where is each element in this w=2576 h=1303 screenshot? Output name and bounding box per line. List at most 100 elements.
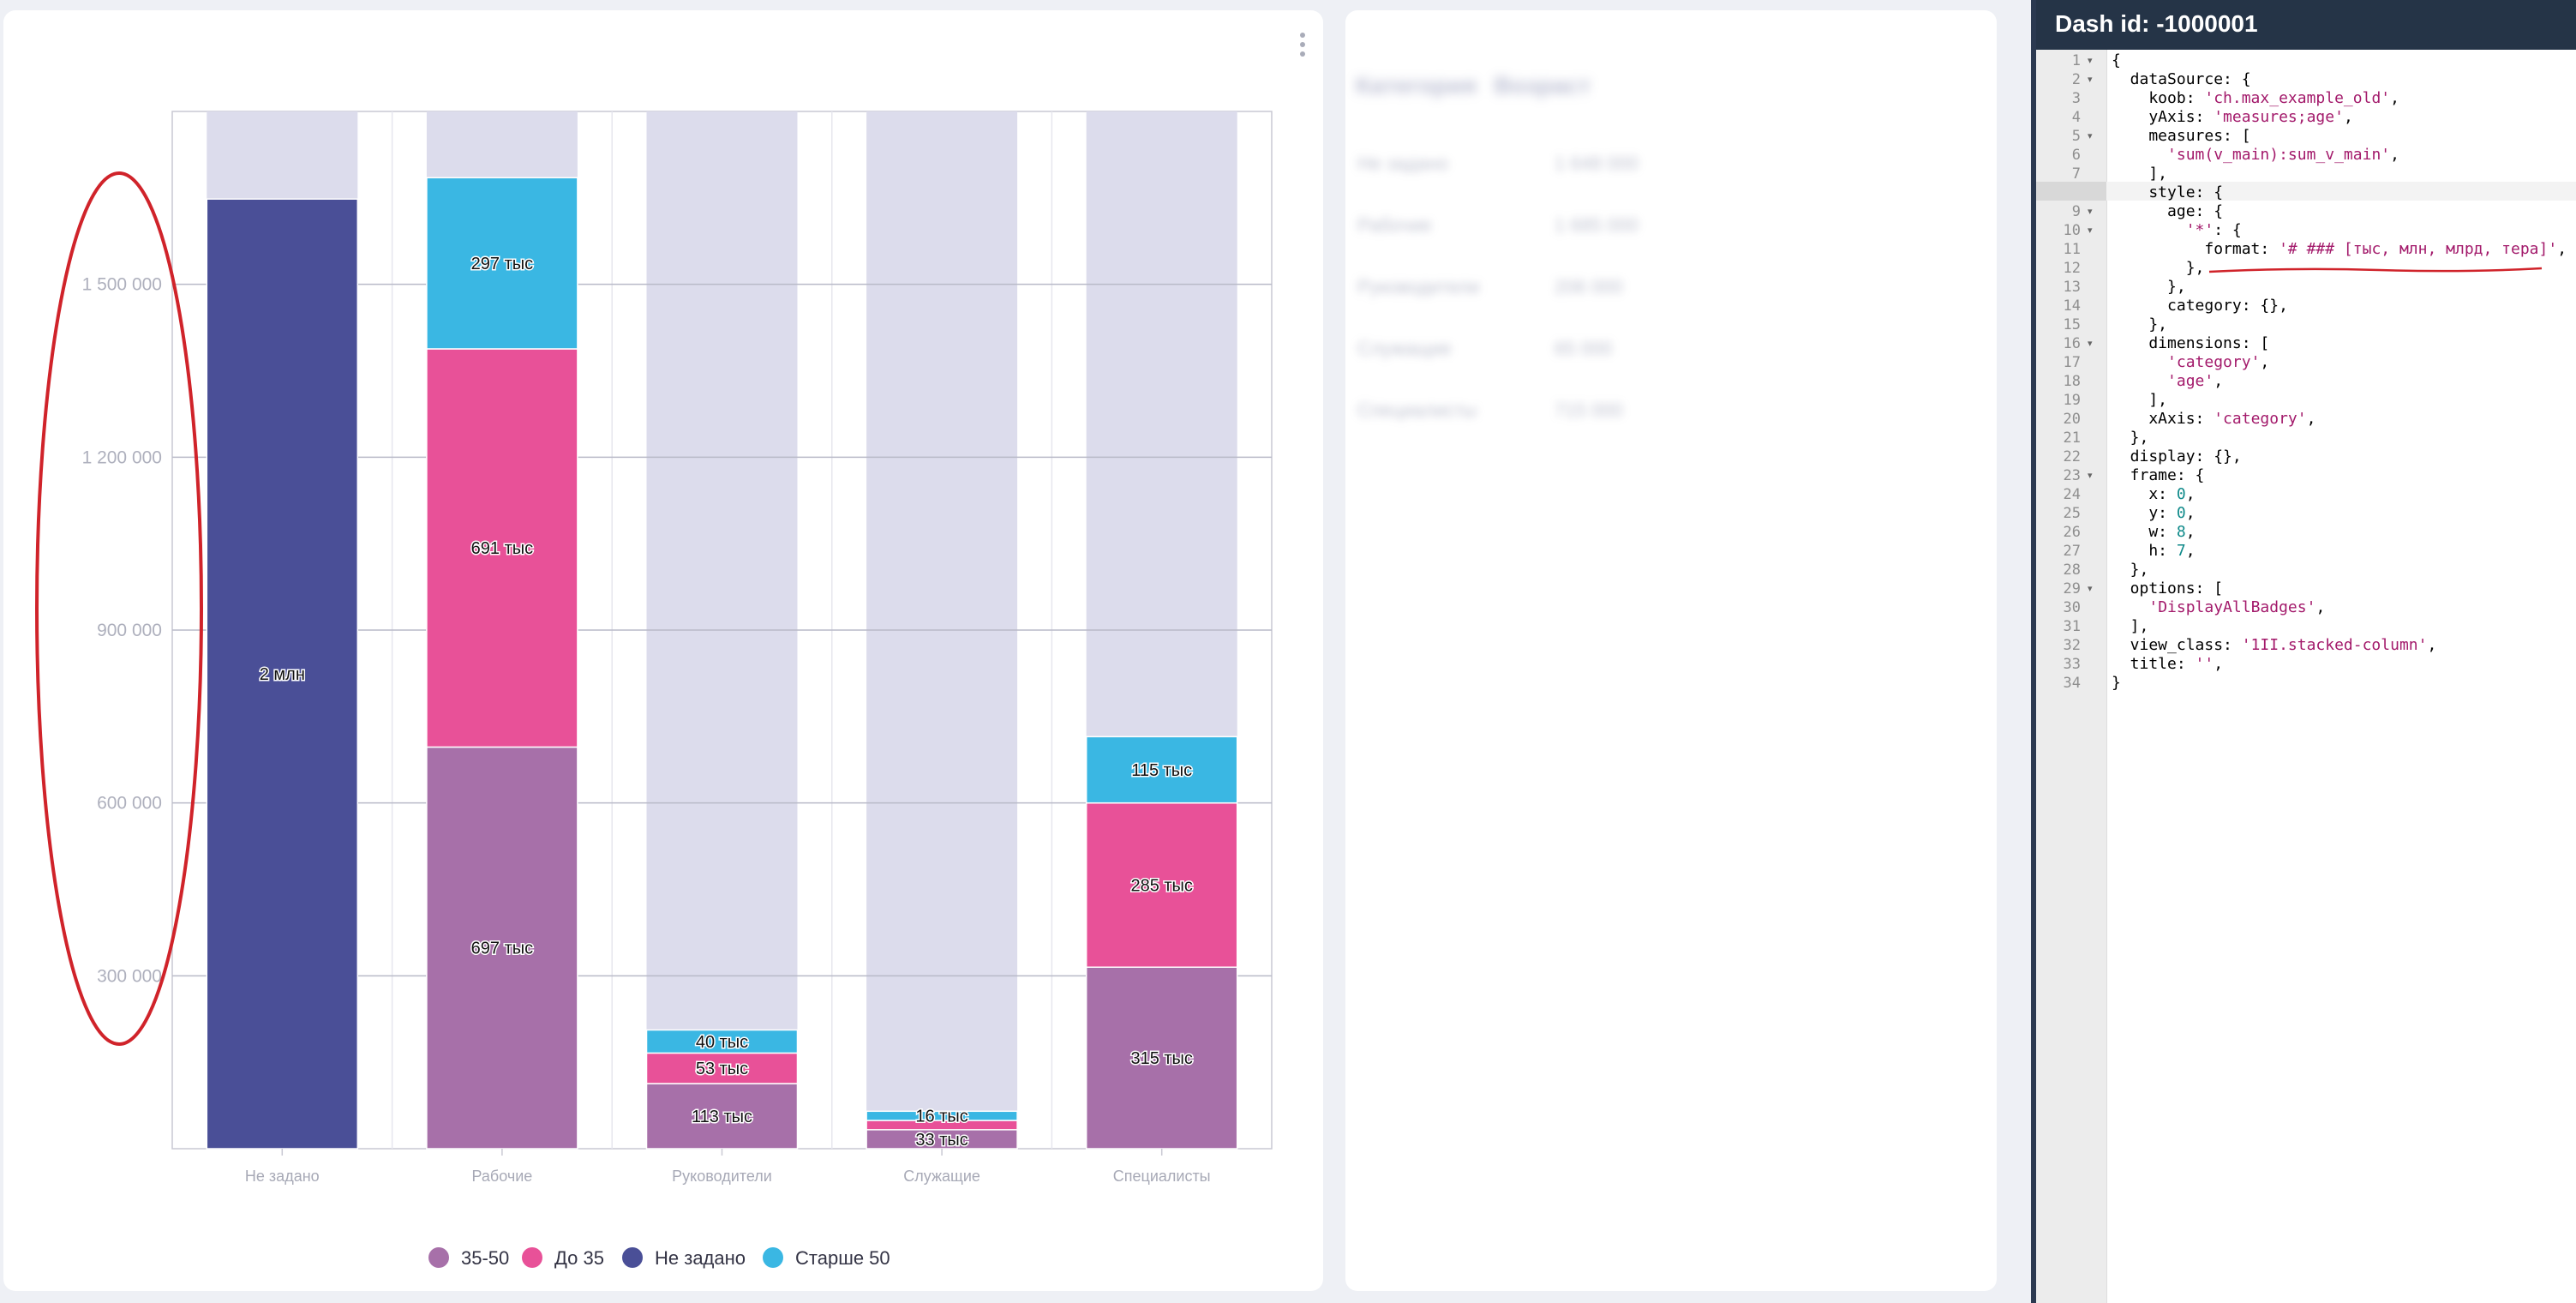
data-label: 297 тыс (471, 255, 533, 273)
line-number: 18 (2063, 373, 2081, 390)
code-line[interactable]: 'sum(v_main):sum_v_main', (2167, 146, 2399, 164)
fold-toggle-icon[interactable]: ▾ (2088, 55, 2093, 66)
data-label: 285 тыс (1130, 876, 1192, 895)
code-line[interactable]: category: {}, (2112, 297, 2288, 315)
code-line[interactable]: koob: 'ch.max_example_old', (2112, 89, 2399, 107)
line-number: 15 (2063, 316, 2081, 333)
code-line[interactable]: dataSource: { (2112, 70, 2251, 88)
code-line[interactable]: } (2112, 674, 2121, 692)
line-number: 16 (2063, 335, 2081, 352)
side-row: Руководители 206 000 (1357, 276, 1674, 298)
side-cell-category: Рабочие (1357, 214, 1432, 236)
data-label: 697 тыс (471, 940, 533, 958)
data-label: 315 тыс (1130, 1049, 1192, 1068)
line-number: 24 (2063, 486, 2081, 503)
annotation-underline (2208, 267, 2543, 273)
line-number: 32 (2063, 637, 2081, 654)
code-line[interactable]: { (2112, 51, 2121, 69)
kebab-vertical-icon[interactable] (1299, 33, 1306, 57)
fold-toggle-icon[interactable]: ▾ (2088, 74, 2093, 85)
side-head-category: Категория (1356, 72, 1477, 99)
line-number: 6 (2071, 147, 2081, 164)
line-number: 17 (2063, 354, 2081, 371)
code-line[interactable]: yAxis: 'measures;age', (2112, 108, 2353, 126)
side-head-age: Возраст (1494, 72, 1591, 99)
legend-label: Старше 50 (795, 1247, 890, 1269)
code-line[interactable]: }, (2112, 278, 2186, 296)
data-label: 115 тыс (1131, 761, 1192, 780)
code-line[interactable]: ], (2112, 617, 2149, 635)
code-line[interactable]: format: '# ### [тыс, млн, млрд, тера]', (2112, 240, 2567, 258)
line-number: 34 (2063, 675, 2081, 692)
bar-segment (206, 198, 359, 1150)
fold-toggle-icon[interactable]: ▾ (2088, 206, 2093, 217)
line-number: 30 (2063, 599, 2081, 616)
side-row: Специалисты 715 000 (1357, 399, 1674, 422)
bar-segment (645, 1052, 799, 1084)
code-line[interactable]: measures: [ (2112, 127, 2251, 145)
fold-toggle-icon[interactable]: ▾ (2088, 470, 2093, 481)
data-label: 113 тыс (692, 1108, 752, 1126)
code-line[interactable]: dimensions: [ (2112, 334, 2270, 352)
code-line[interactable]: 'DisplayAllBadges', (2148, 598, 2326, 616)
line-number: 23 (2063, 467, 2081, 484)
side-cell-value: 206 000 (1555, 276, 1623, 297)
side-row: Служащие 65 000 (1357, 338, 1674, 360)
side-row: Не задано 1 648 000 (1357, 153, 1674, 175)
editor-header: Dash id: -1000001 (2036, 0, 2576, 50)
legend-marker (428, 1247, 449, 1268)
code-line[interactable]: frame: { (2112, 466, 2205, 484)
y-tick-label: 900 000 (97, 621, 162, 640)
code-line[interactable]: }, (2112, 429, 2149, 447)
fold-toggle-icon[interactable]: ▾ (2088, 225, 2093, 236)
bar-segment (645, 1029, 799, 1054)
code-line[interactable]: style: { (2112, 183, 2224, 201)
legend-label: Не задано (655, 1247, 746, 1269)
code-line[interactable]: display: {}, (2112, 447, 2242, 465)
data-label: 2 млн (260, 665, 305, 684)
code-line[interactable]: age: { (2112, 202, 2224, 220)
y-tick-label: 1 500 000 (82, 275, 162, 295)
side-cell-value: 65 000 (1555, 338, 1613, 359)
line-number: 9 (2071, 203, 2081, 220)
line-number: 20 (2063, 411, 2081, 428)
code-line[interactable]: 'age', (2167, 372, 2224, 390)
line-number: 11 (2063, 241, 2081, 258)
bar-segment (426, 177, 578, 350)
annotation-ellipse (35, 171, 203, 1046)
code-line[interactable]: w: 8, (2112, 523, 2196, 541)
code-line[interactable]: ], (2112, 165, 2168, 183)
line-number: 7 (2071, 165, 2081, 183)
data-label: 16 тыс (915, 1108, 967, 1126)
stacked-column-chart: 300 000 600 000 900 000 1 200 000 1 500 000 2… (35, 111, 1273, 1269)
code-line[interactable]: }, (2112, 315, 2168, 333)
data-label: 33 тыс (915, 1131, 967, 1150)
line-number-gutter: 1▾2▾345▾678▾9▾10▾111213141516▾1718192021… (2036, 50, 2107, 1303)
code-line[interactable]: 'category', (2167, 353, 2270, 371)
line-number: 21 (2063, 429, 2081, 447)
side-row: Рабочие 1 685 000 (1357, 214, 1674, 237)
active-line-highlight (2106, 182, 2576, 201)
code-line[interactable]: h: 7, (2112, 542, 2196, 560)
code-line[interactable]: }, (2112, 259, 2205, 277)
code-line[interactable]: y: 0, (2112, 504, 2196, 522)
code-line[interactable]: title: '', (2112, 655, 2224, 673)
code-line[interactable]: '*': { (2185, 221, 2242, 239)
fold-toggle-icon[interactable]: ▾ (2088, 130, 2093, 141)
bar-segment (1085, 736, 1238, 804)
line-number: 12 (2063, 260, 2081, 277)
code-line[interactable]: }, (2112, 561, 2149, 579)
code-line[interactable]: x: 0, (2112, 485, 2196, 503)
code-line[interactable]: ], (2112, 391, 2168, 409)
line-number: 1 (2071, 52, 2081, 69)
code-line[interactable]: xAxis: 'category', (2112, 410, 2316, 428)
side-card-head: Категория Возраст (1356, 72, 1591, 99)
line-number: 29 (2063, 580, 2081, 597)
code-line[interactable]: options: [ (2112, 579, 2224, 597)
x-tick-label: Не задано (245, 1168, 320, 1185)
fold-toggle-icon[interactable]: ▾ (2088, 583, 2093, 594)
x-tick-label: Специалисты (1113, 1168, 1211, 1185)
chart-card: 300 000 600 000 900 000 1 200 000 1 500 000 2… (3, 10, 1323, 1291)
code-line[interactable]: view_class: '1II.stacked-column', (2112, 636, 2437, 654)
fold-toggle-icon[interactable]: ▾ (2088, 338, 2093, 349)
